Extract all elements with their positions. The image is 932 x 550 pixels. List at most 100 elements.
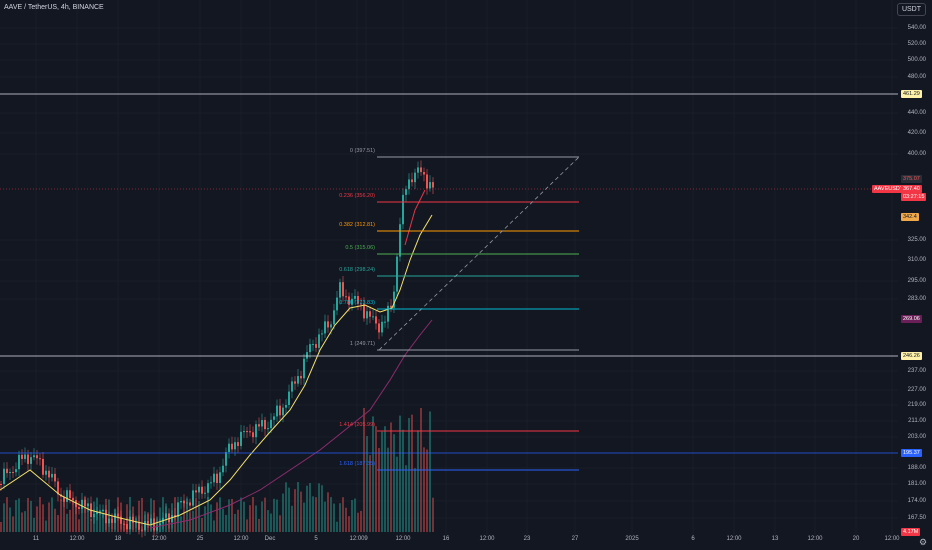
candle-body	[279, 405, 281, 416]
candle-body	[342, 282, 344, 297]
candle-body	[333, 310, 335, 325]
volume-bar	[300, 491, 302, 532]
volume-bar	[69, 509, 71, 532]
candle-body	[360, 303, 362, 305]
candle-body	[57, 481, 59, 495]
volume-bar	[66, 513, 68, 532]
volume-bar	[21, 512, 23, 532]
candle-body	[420, 167, 422, 173]
candle-body	[87, 503, 89, 506]
price-tick-label: 203.00	[907, 434, 926, 440]
price-tick-label: 295.00	[907, 278, 926, 284]
candle-body	[114, 513, 116, 523]
time-tick-label: 2025	[625, 536, 639, 542]
candle-body	[372, 316, 374, 318]
candle-body	[51, 473, 53, 478]
candle-body	[72, 498, 74, 501]
currency-button[interactable]: USDT	[896, 3, 926, 16]
volume-bar	[216, 502, 218, 532]
candle-body	[351, 298, 353, 305]
time-tick-label: 12:00	[233, 536, 249, 542]
gear-icon[interactable]: ⚙	[918, 537, 928, 547]
volume-bar	[54, 508, 56, 532]
time-tick-label: 27	[571, 536, 579, 542]
candle-body	[171, 514, 173, 523]
candle-body	[414, 172, 416, 183]
price-tag-level-461: 461.29	[901, 90, 922, 98]
volume-bar	[261, 501, 263, 532]
volume-bar	[291, 505, 293, 532]
candle-body	[264, 419, 266, 430]
volume-bar	[429, 411, 431, 532]
candle-body	[27, 454, 29, 464]
candle-body	[240, 431, 242, 446]
time-axis[interactable]: 11 12:00 18 12:00 25 12:00 Dec 5 12:00 9 12:00 16 12…	[0, 536, 900, 550]
fibonacci-retracement[interactable]	[377, 156, 580, 471]
fib-level-label: 0.382 (312.81)	[339, 222, 375, 228]
time-tick-label: 13	[771, 536, 779, 542]
candle-body	[324, 321, 326, 334]
fib-level-label: 0.786 (273.83)	[339, 300, 375, 306]
candle-body	[399, 224, 401, 257]
candle-body	[21, 454, 23, 459]
volume-bar	[288, 487, 290, 532]
volume-bar	[390, 422, 392, 532]
volume-bar	[345, 507, 347, 532]
price-tick-label: 188.00	[907, 465, 926, 471]
candle-body	[417, 167, 419, 173]
price-tick-label: 420.00	[907, 130, 926, 136]
volume-bar	[399, 415, 401, 532]
volume-bar	[264, 497, 266, 532]
candle-body	[192, 490, 194, 506]
price-tick-label: 500.00	[907, 57, 926, 63]
volume-bar	[309, 483, 311, 532]
moving-averages	[0, 189, 433, 529]
candle-body	[54, 473, 56, 482]
candle-body	[15, 469, 17, 473]
candle-body	[3, 468, 5, 484]
candle-body	[48, 470, 50, 478]
symbol-title[interactable]: AAVE / TetherUS, 4h, BINANCE	[4, 4, 104, 11]
candle-body	[336, 297, 338, 311]
candle-body	[252, 432, 254, 438]
candle-body	[261, 419, 263, 427]
volume-bar	[267, 510, 269, 532]
candle-body	[138, 522, 140, 530]
volume-bar	[210, 504, 212, 532]
volume-bar	[393, 434, 395, 532]
price-axis[interactable]: 540.00 520.00 500.00 480.00 440.00 420.00 400.…	[898, 0, 932, 530]
volume-bar	[57, 515, 59, 532]
volume-bar	[183, 500, 185, 532]
price-tick-label: 237.00	[907, 368, 926, 374]
candle-body	[117, 513, 119, 517]
volume-bar	[270, 513, 272, 532]
candle-body	[249, 431, 251, 433]
volume-bar	[339, 503, 341, 532]
volume-bar	[195, 497, 197, 532]
volume-bar	[258, 518, 260, 532]
volume-bar	[189, 512, 191, 532]
price-tag-symbol: AAVEUSDT	[872, 185, 906, 193]
time-tick-label: 12:00	[69, 536, 85, 542]
time-tick-label: 12:00	[726, 536, 742, 542]
price-tag-high: 375.07	[901, 175, 922, 183]
volume-bar	[411, 414, 413, 532]
price-tick-label: 167.50	[907, 515, 926, 521]
time-tick-label: 18	[114, 536, 122, 542]
volume-bar	[432, 497, 434, 532]
time-tick-label: 12:00	[884, 536, 900, 542]
volume-bar	[363, 407, 365, 532]
candle-body	[180, 501, 182, 503]
time-tick-label: 16	[442, 536, 450, 542]
volume-bar	[384, 426, 386, 532]
volume-bar	[192, 511, 194, 532]
candle-body	[99, 511, 101, 513]
fib-level-label: 1.618 (187.35)	[339, 461, 375, 467]
volume-bar	[348, 516, 350, 532]
price-tag-ma-slow: 269.06	[901, 315, 922, 323]
candle-body	[39, 458, 41, 460]
price-tick-label: 480.00	[907, 74, 926, 80]
volume-bar	[279, 515, 281, 532]
volume-bar	[60, 499, 62, 532]
